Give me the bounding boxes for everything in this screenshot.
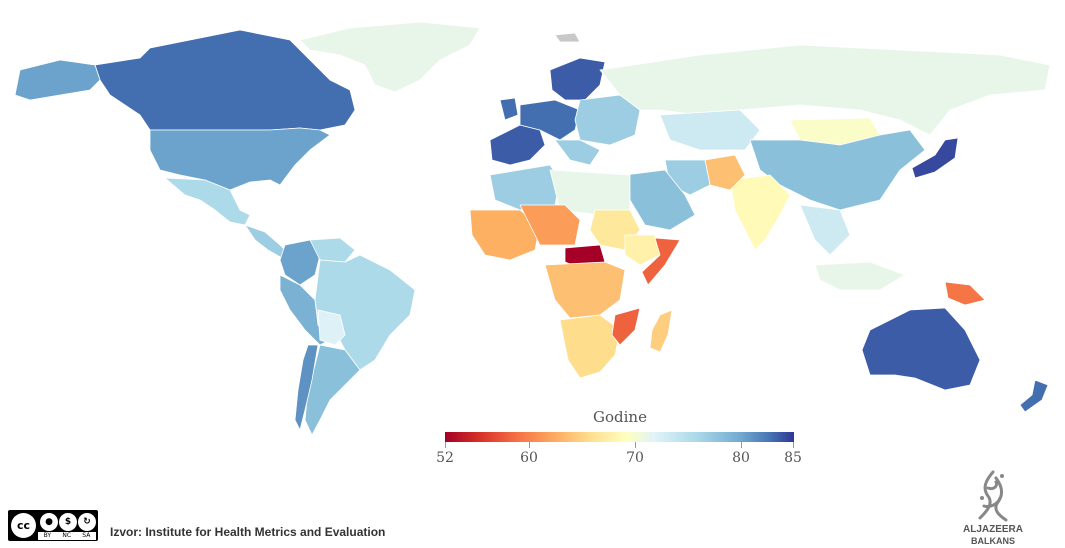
region-new-zealand[interactable]	[1019, 379, 1049, 413]
region-alaska[interactable]	[14, 59, 101, 101]
region-papua-new-guinea[interactable]	[944, 281, 986, 306]
cc-icon: cc	[11, 513, 36, 538]
region-balkans[interactable]	[554, 139, 601, 166]
legend-title: Godine	[593, 408, 647, 426]
legend-tick-label: 52	[436, 450, 454, 466]
region-bolivia[interactable]	[317, 309, 346, 346]
legend: Godine 52 60 70 80 85	[436, 408, 802, 478]
aljazeera-logo[interactable]: ALJAZEERA BALKANS	[958, 468, 1028, 546]
region-chile[interactable]	[294, 344, 319, 431]
legend-tick-label: 70	[626, 450, 644, 466]
region-scandinavia[interactable]	[549, 57, 606, 101]
region-japan[interactable]	[911, 137, 959, 179]
logo-sub: BALKANS	[971, 536, 1015, 546]
region-india[interactable]	[729, 174, 791, 251]
legend-tick	[445, 442, 446, 448]
legend-tick	[635, 442, 636, 448]
legend-tick-label: 85	[784, 450, 802, 466]
cc-license-strip: BY NC SA	[38, 532, 96, 540]
region-australia[interactable]	[861, 307, 981, 391]
legend-color-bar	[445, 432, 794, 442]
region-europe-west[interactable]	[519, 99, 581, 141]
region-indonesia[interactable]	[814, 261, 906, 291]
legend-tick	[741, 442, 742, 448]
region-venezuela[interactable]	[309, 237, 356, 263]
aljazeera-calligraphy-icon	[978, 470, 1008, 522]
region-mozambique[interactable]	[611, 307, 641, 346]
by-icon: ●	[40, 513, 58, 531]
license-nc: NC	[62, 532, 72, 539]
region-somalia[interactable]	[641, 237, 681, 286]
logo-name: ALJAZEERA	[962, 524, 1023, 535]
region-france-spain[interactable]	[489, 124, 546, 166]
cc-license-badge[interactable]: cc ● $ ↻ BY NC SA	[8, 510, 98, 541]
region-kazakhstan[interactable]	[659, 109, 761, 151]
region-ecuador-peru[interactable]	[279, 274, 331, 346]
region-united-states[interactable]	[149, 127, 331, 191]
region-north-africa[interactable]	[489, 164, 561, 211]
region-greenland[interactable]	[299, 21, 481, 93]
license-sa: SA	[82, 532, 91, 539]
legend-tick-label: 80	[732, 450, 750, 466]
region-no-data	[554, 32, 581, 43]
region-southern-africa[interactable]	[559, 314, 621, 379]
license-by: BY	[43, 532, 52, 539]
source-text: Izvor: Institute for Health Metrics and …	[110, 525, 386, 539]
legend-tick	[793, 442, 794, 448]
region-middle-east[interactable]	[624, 169, 696, 231]
region-madagascar[interactable]	[649, 309, 673, 353]
legend-tick-label: 60	[520, 450, 538, 466]
sa-icon: ↻	[78, 513, 96, 531]
legend-tick	[529, 442, 530, 448]
region-canada[interactable]	[94, 29, 356, 131]
region-uk[interactable]	[499, 97, 519, 121]
region-sahel[interactable]	[519, 204, 581, 246]
region-southeast-asia[interactable]	[799, 204, 851, 256]
nc-icon: $	[59, 513, 77, 531]
region-ethiopia[interactable]	[624, 234, 661, 266]
region-central-africa[interactable]	[544, 261, 626, 319]
